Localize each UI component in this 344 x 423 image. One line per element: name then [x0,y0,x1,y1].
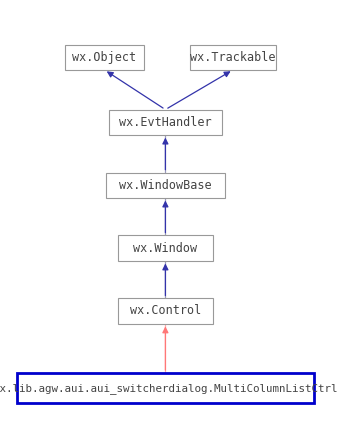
Text: wx.lib.agw.aui.aui_switcherdialog.MultiColumnListCtrl: wx.lib.agw.aui.aui_switcherdialog.MultiC… [0,383,338,393]
Bar [118,298,213,324]
Bar [65,44,144,70]
Text: wx.Control: wx.Control [130,305,201,318]
Text: wx.Object: wx.Object [72,51,136,64]
Text: wx.Trackable: wx.Trackable [190,51,276,64]
Text: wx.WindowBase: wx.WindowBase [119,179,212,192]
Bar [190,44,276,70]
Bar [17,373,314,404]
Bar [109,110,222,135]
Bar [118,236,213,261]
Bar [106,173,225,198]
Text: wx.Window: wx.Window [133,242,197,255]
Text: wx.EvtHandler: wx.EvtHandler [119,115,212,129]
